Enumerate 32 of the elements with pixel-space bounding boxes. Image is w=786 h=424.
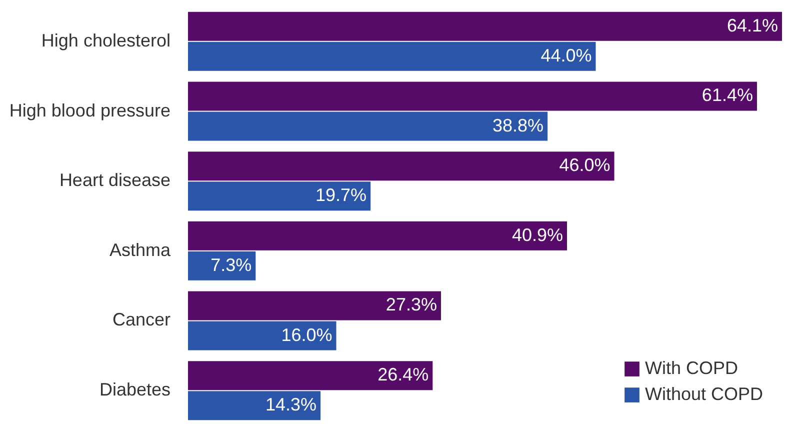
bar <box>188 82 757 111</box>
y-tick-label: Diabetes <box>99 380 170 400</box>
bar <box>188 182 371 211</box>
data-label: 14.3% <box>265 394 317 415</box>
bar <box>188 361 433 390</box>
data-label: 64.1% <box>726 15 778 36</box>
data-label: 46.0% <box>559 155 610 176</box>
y-tick-label: High cholesterol <box>41 30 170 50</box>
bar <box>188 152 614 181</box>
bar <box>188 12 782 41</box>
y-tick-label: Heart disease <box>59 170 170 190</box>
y-tick-label: Cancer <box>112 310 170 330</box>
bar <box>188 291 441 320</box>
data-label: 44.0% <box>540 45 592 66</box>
data-label: 26.4% <box>378 364 429 385</box>
bar <box>188 391 321 420</box>
data-label: 38.8% <box>492 115 544 136</box>
bar <box>188 221 568 250</box>
y-tick-label: High blood pressure <box>9 100 170 120</box>
data-label: 16.0% <box>281 324 332 345</box>
data-label: 61.4% <box>702 85 753 106</box>
bar <box>188 321 336 350</box>
legend-label: Without COPD <box>645 384 764 404</box>
data-label: 27.3% <box>386 294 437 315</box>
legend-label: With COPD <box>645 358 738 378</box>
data-label: 19.7% <box>316 185 367 206</box>
data-label: 7.3% <box>210 254 252 275</box>
data-label: 40.9% <box>512 224 564 245</box>
bar <box>188 251 256 280</box>
bar <box>188 112 548 141</box>
y-tick-label: Asthma <box>109 240 172 260</box>
bar <box>188 42 596 71</box>
